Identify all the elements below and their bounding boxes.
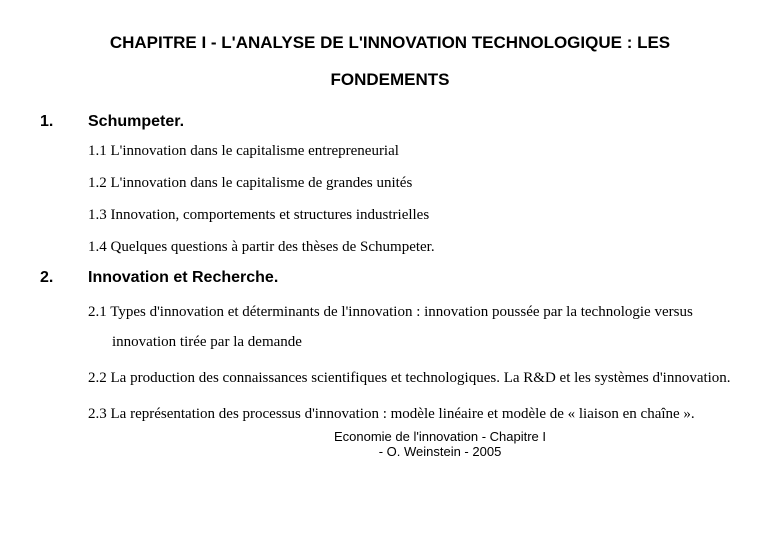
section-2: 2. Innovation et Recherche. 2.1 Types d'… [40, 269, 740, 429]
page-footer: Economie de l'innovation - Chapitre I - … [40, 429, 740, 459]
subsection-1-3: 1.3 Innovation, comportements et structu… [88, 205, 740, 226]
chapter-title: CHAPITRE I - L'ANALYSE DE L'INNOVATION T… [40, 24, 740, 99]
section-1-subsections: 1.1 L'innovation dans le capitalisme ent… [40, 141, 740, 258]
footer-line1: Economie de l'innovation - Chapitre I [140, 429, 740, 444]
document-page: CHAPITRE I - L'ANALYSE DE L'INNOVATION T… [0, 0, 780, 459]
section-1-label: Schumpeter. [88, 113, 184, 131]
subsection-2-3: 2.3 La représentation des processus d'in… [88, 399, 740, 429]
section-1-heading: 1. Schumpeter. [40, 113, 740, 131]
section-2-heading: 2. Innovation et Recherche. [40, 269, 740, 287]
section-2-number: 2. [40, 269, 88, 287]
subsection-2-1: 2.1 Types d'innovation et déterminants d… [88, 297, 740, 357]
subsection-1-4: 1.4 Quelques questions à partir des thès… [88, 237, 740, 258]
subsection-1-2: 1.2 L'innovation dans le capitalisme de … [88, 173, 740, 194]
section-2-subsections: 2.1 Types d'innovation et déterminants d… [40, 297, 740, 429]
chapter-title-line2: FONDEMENTS [40, 61, 740, 98]
chapter-title-line1: CHAPITRE I - L'ANALYSE DE L'INNOVATION T… [40, 24, 740, 61]
section-1-number: 1. [40, 113, 88, 131]
section-2-label: Innovation et Recherche. [88, 269, 278, 287]
subsection-2-2: 2.2 La production des connaissances scie… [88, 363, 740, 393]
subsection-1-1: 1.1 L'innovation dans le capitalisme ent… [88, 141, 740, 162]
section-1: 1. Schumpeter. 1.1 L'innovation dans le … [40, 113, 740, 258]
footer-line2: - O. Weinstein - 2005 [140, 444, 740, 459]
